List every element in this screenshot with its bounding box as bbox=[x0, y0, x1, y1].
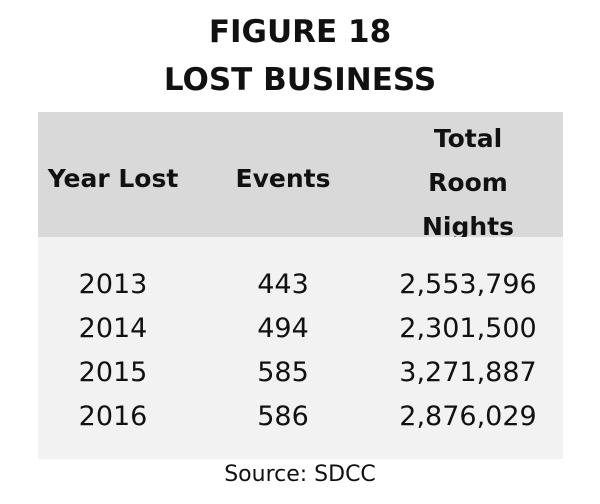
table-row: 2016 586 2,876,029 bbox=[38, 401, 563, 445]
cell-room-nights: 2,876,029 bbox=[399, 401, 537, 432]
cell-room-nights: 3,271,887 bbox=[399, 357, 537, 388]
cell-events: 494 bbox=[257, 313, 309, 344]
table-row: 2013 443 2,553,796 bbox=[38, 269, 563, 313]
cell-year: 2013 bbox=[78, 269, 148, 300]
figure-number: FIGURE 18 bbox=[208, 14, 392, 50]
cell-year: 2015 bbox=[78, 357, 148, 388]
cell-room-nights: 2,553,796 bbox=[399, 269, 537, 300]
header-nights-line1: Total bbox=[433, 124, 503, 153]
header-total-room-nights: Total Room Nights bbox=[398, 117, 538, 249]
header-events: Events bbox=[235, 164, 331, 193]
cell-year: 2016 bbox=[78, 401, 148, 432]
cell-year: 2014 bbox=[78, 313, 148, 344]
header-nights-line3: Nights bbox=[421, 212, 515, 241]
source-note: Source: SDCC bbox=[224, 462, 376, 487]
header-nights-line2: Room bbox=[428, 168, 508, 197]
table-header: Year Lost Events Total Room Nights bbox=[38, 112, 563, 241]
table-body: 2013 443 2,553,796 2014 494 2,301,500 20… bbox=[38, 237, 563, 459]
table-row: 2014 494 2,301,500 bbox=[38, 313, 563, 357]
cell-events: 586 bbox=[257, 401, 309, 432]
header-year-lost: Year Lost bbox=[47, 164, 179, 193]
figure-title: LOST BUSINESS bbox=[163, 62, 437, 98]
table-row: 2015 585 3,271,887 bbox=[38, 357, 563, 401]
cell-room-nights: 2,301,500 bbox=[399, 313, 537, 344]
cell-events: 585 bbox=[257, 357, 309, 388]
cell-events: 443 bbox=[257, 269, 309, 300]
